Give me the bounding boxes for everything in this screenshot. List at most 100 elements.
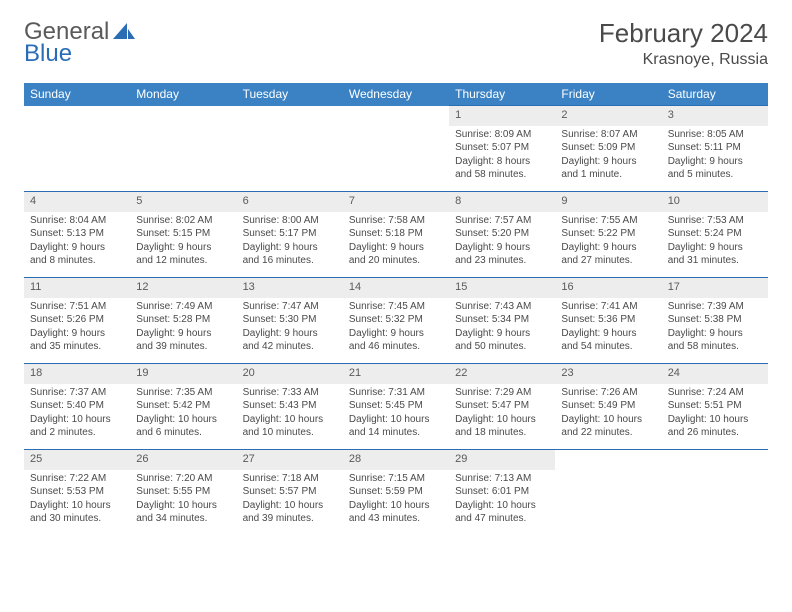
sunrise-line: Sunrise: 8:09 AM	[455, 128, 549, 142]
sunset-line: Sunset: 6:01 PM	[455, 485, 549, 499]
day-number: 21	[343, 364, 449, 384]
day-number: 19	[130, 364, 236, 384]
sunset-line: Sunset: 5:42 PM	[136, 399, 230, 413]
day-cell: 3Sunrise: 8:05 AMSunset: 5:11 PMDaylight…	[662, 106, 768, 192]
sunset-line: Sunset: 5:45 PM	[349, 399, 443, 413]
daylight-line: Daylight: 9 hours and 42 minutes.	[243, 327, 337, 354]
daylight-line: Daylight: 10 hours and 18 minutes.	[455, 413, 549, 440]
day-number: 5	[130, 192, 236, 212]
day-details: Sunrise: 8:02 AMSunset: 5:15 PMDaylight:…	[130, 214, 236, 272]
day-details: Sunrise: 7:35 AMSunset: 5:42 PMDaylight:…	[130, 386, 236, 444]
day-cell: 5Sunrise: 8:02 AMSunset: 5:15 PMDaylight…	[130, 192, 236, 278]
day-details: Sunrise: 7:39 AMSunset: 5:38 PMDaylight:…	[662, 300, 768, 358]
day-number: 28	[343, 450, 449, 470]
daylight-line: Daylight: 9 hours and 1 minute.	[561, 155, 655, 182]
sunset-line: Sunset: 5:57 PM	[243, 485, 337, 499]
daylight-line: Daylight: 10 hours and 43 minutes.	[349, 499, 443, 526]
day-cell: 23 Sunrise: 7:26 AMSunset: 5:49 PMDayligh…	[555, 364, 661, 450]
day-details: Sunrise: 8:07 AMSunset: 5:09 PMDaylight:…	[555, 128, 661, 186]
day-number: 23	[555, 364, 661, 384]
day-details: Sunrise: 7:57 AMSunset: 5:20 PMDaylight:…	[449, 214, 555, 272]
day-number: 12	[130, 278, 236, 298]
sunrise-line: Sunrise: 8:07 AM	[561, 128, 655, 142]
sunrise-line: Sunrise: 7:33 AM	[243, 386, 337, 400]
sunrise-line: Sunrise: 8:05 AM	[668, 128, 762, 142]
sunset-line: Sunset: 5:36 PM	[561, 313, 655, 327]
day-cell: 20Sunrise: 7:33 AMSunset: 5:43 PMDayligh…	[237, 364, 343, 450]
daylight-line: Daylight: 10 hours and 22 minutes.	[561, 413, 655, 440]
day-cell: 1Sunrise: 8:09 AMSunset: 5:07 PMDaylight…	[449, 106, 555, 192]
day-cell: 29Sunrise: 7:13 AMSunset: 6:01 PMDayligh…	[449, 450, 555, 536]
daylight-line: Daylight: 10 hours and 10 minutes.	[243, 413, 337, 440]
sunrise-line: Sunrise: 7:49 AM	[136, 300, 230, 314]
sunrise-line: Sunrise: 8:00 AM	[243, 214, 337, 228]
day-details: Sunrise: 7:18 AMSunset: 5:57 PMDaylight:…	[237, 472, 343, 530]
sunset-line: Sunset: 5:26 PM	[30, 313, 124, 327]
sunset-line: Sunset: 5:22 PM	[561, 227, 655, 241]
week-row: 18Sunrise: 7:37 AMSunset: 5:40 PMDayligh…	[24, 364, 768, 450]
sunrise-line: Sunrise: 7:26 AM	[561, 386, 655, 400]
sunrise-line: Sunrise: 7:45 AM	[349, 300, 443, 314]
day-number: 16	[555, 278, 661, 298]
sunset-line: Sunset: 5:32 PM	[349, 313, 443, 327]
day-cell: 24Sunrise: 7:24 AMSunset: 5:51 PMDayligh…	[662, 364, 768, 450]
month-title: February 2024	[599, 18, 768, 49]
daylight-line: Daylight: 9 hours and 39 minutes.	[136, 327, 230, 354]
day-details: Sunrise: 7:43 AMSunset: 5:34 PMDaylight:…	[449, 300, 555, 358]
sunset-line: Sunset: 5:49 PM	[561, 399, 655, 413]
day-details: Sunrise: 7:53 AMSunset: 5:24 PMDaylight:…	[662, 214, 768, 272]
sunset-line: Sunset: 5:30 PM	[243, 313, 337, 327]
day-details: Sunrise: 7:58 AMSunset: 5:18 PMDaylight:…	[343, 214, 449, 272]
day-number: 18	[24, 364, 130, 384]
sunrise-line: Sunrise: 7:47 AM	[243, 300, 337, 314]
day-details: Sunrise: 7:24 AMSunset: 5:51 PMDaylight:…	[662, 386, 768, 444]
day-details: Sunrise: 7:15 AMSunset: 5:59 PMDaylight:…	[343, 472, 449, 530]
day-number: 24	[662, 364, 768, 384]
sunset-line: Sunset: 5:09 PM	[561, 141, 655, 155]
sunset-line: Sunset: 5:18 PM	[349, 227, 443, 241]
day-cell: 2Sunrise: 8:07 AMSunset: 5:09 PMDaylight…	[555, 106, 661, 192]
sunrise-line: Sunrise: 7:37 AM	[30, 386, 124, 400]
day-number: 2	[555, 106, 661, 126]
day-cell: 7Sunrise: 7:58 AMSunset: 5:18 PMDaylight…	[343, 192, 449, 278]
empty-cell	[237, 106, 343, 192]
daylight-line: Daylight: 10 hours and 6 minutes.	[136, 413, 230, 440]
title-block: February 2024 Krasnoye, Russia	[599, 18, 768, 69]
daylight-line: Daylight: 10 hours and 2 minutes.	[30, 413, 124, 440]
day-details: Sunrise: 7:13 AMSunset: 6:01 PMDaylight:…	[449, 472, 555, 530]
calendar-table: SundayMondayTuesdayWednesdayThursdayFrid…	[24, 83, 768, 536]
empty-cell	[130, 106, 236, 192]
sunrise-line: Sunrise: 7:39 AM	[668, 300, 762, 314]
sunset-line: Sunset: 5:51 PM	[668, 399, 762, 413]
day-details: Sunrise: 7:22 AMSunset: 5:53 PMDaylight:…	[24, 472, 130, 530]
sunset-line: Sunset: 5:47 PM	[455, 399, 549, 413]
dayname-monday: Monday	[130, 83, 236, 106]
day-number: 9	[555, 192, 661, 212]
daylight-line: Daylight: 9 hours and 35 minutes.	[30, 327, 124, 354]
dayname-saturday: Saturday	[662, 83, 768, 106]
day-cell: 14Sunrise: 7:45 AMSunset: 5:32 PMDayligh…	[343, 278, 449, 364]
empty-cell	[555, 450, 661, 536]
dayname-tuesday: Tuesday	[237, 83, 343, 106]
sunset-line: Sunset: 5:40 PM	[30, 399, 124, 413]
daylight-line: Daylight: 9 hours and 20 minutes.	[349, 241, 443, 268]
sunset-line: Sunset: 5:28 PM	[136, 313, 230, 327]
dayname-thursday: Thursday	[449, 83, 555, 106]
sunset-line: Sunset: 5:15 PM	[136, 227, 230, 241]
day-cell: 10Sunrise: 7:53 AMSunset: 5:24 PMDayligh…	[662, 192, 768, 278]
brand-sail-icon	[113, 21, 135, 41]
day-number: 26	[130, 450, 236, 470]
day-cell: 11Sunrise: 7:51 AMSunset: 5:26 PMDayligh…	[24, 278, 130, 364]
sunset-line: Sunset: 5:07 PM	[455, 141, 549, 155]
day-details: Sunrise: 8:00 AMSunset: 5:17 PMDaylight:…	[237, 214, 343, 272]
day-number: 8	[449, 192, 555, 212]
week-row: 1Sunrise: 8:09 AMSunset: 5:07 PMDaylight…	[24, 106, 768, 192]
day-number: 11	[24, 278, 130, 298]
dayname-wednesday: Wednesday	[343, 83, 449, 106]
day-number: 13	[237, 278, 343, 298]
day-number: 29	[449, 450, 555, 470]
daylight-line: Daylight: 9 hours and 58 minutes.	[668, 327, 762, 354]
daylight-line: Daylight: 9 hours and 31 minutes.	[668, 241, 762, 268]
header: General February 2024 Krasnoye, Russia	[24, 18, 768, 69]
sunset-line: Sunset: 5:11 PM	[668, 141, 762, 155]
